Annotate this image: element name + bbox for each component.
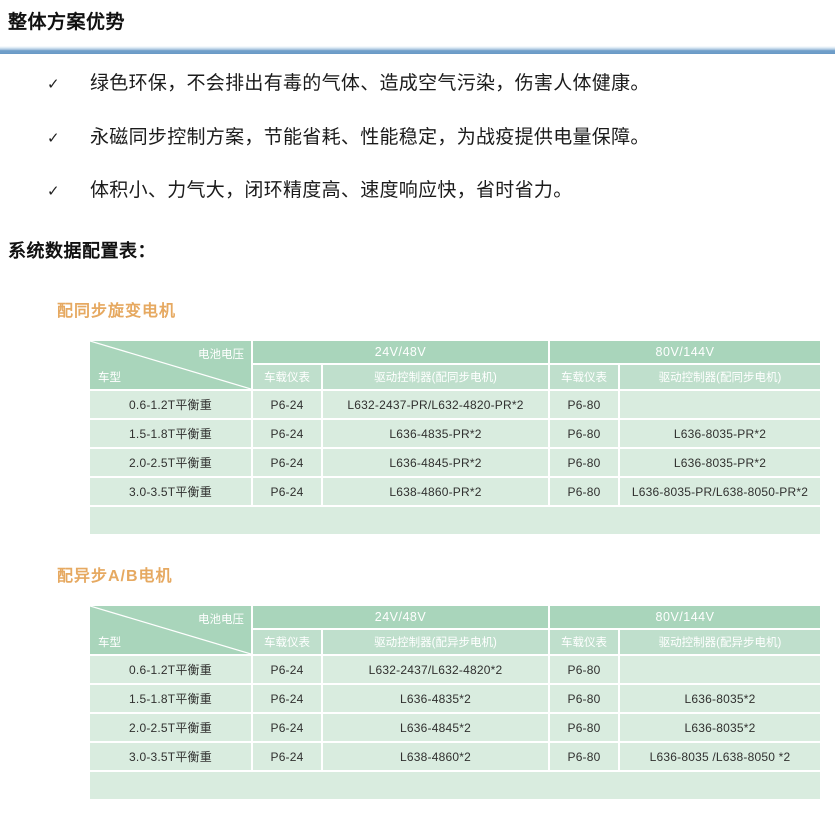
cell-meter-a: P6-24 — [253, 656, 323, 686]
cell-controller-b: L636-8035 /L638-8050 *2 — [620, 743, 821, 773]
corner-label-model: 车型 — [98, 637, 121, 650]
cell-model: 3.0-3.5T平衡重 — [90, 478, 253, 508]
advantage-text: 绿色环保，不会排出有毒的气体、造成空气污染，伤害人体健康。 — [90, 72, 650, 94]
sub-header-meter-a: 车载仪表 — [253, 630, 323, 657]
cell-model: 2.0-2.5T平衡重 — [90, 714, 253, 744]
sub-header-meter-a: 车载仪表 — [253, 365, 323, 392]
cell-controller-a: L636-4835-PR*2 — [323, 420, 550, 450]
table-header: 电池电压 车型 24V/48V 80V/144V 车载仪表 驱动控制器(配异步电… — [90, 606, 821, 657]
corner-header-cell: 电池电压 车型 — [90, 341, 253, 392]
advantages-list: ✓ 绿色环保，不会排出有毒的气体、造成空气污染，伤害人体健康。 ✓ 永磁同步控制… — [0, 54, 835, 203]
list-item: ✓ 体积小、力气大，闭环精度高、速度响应快，省时省力。 — [0, 179, 835, 203]
cell-meter-a: P6-24 — [253, 714, 323, 744]
cell-controller-b: L636-8035*2 — [620, 685, 821, 715]
cell-meter-a: P6-24 — [253, 685, 323, 715]
spacer — [0, 536, 835, 562]
cell-meter-b: P6-80 — [550, 685, 620, 715]
cell-meter-b: P6-80 — [550, 420, 620, 450]
corner-label-voltage: 电池电压 — [198, 614, 244, 627]
table-row: 3.0-3.5T平衡重 P6-24 L638-4860*2 P6-80 L636… — [90, 743, 821, 773]
spacer — [0, 263, 835, 297]
cell-controller-a: L632-2437-PR/L632-4820-PR*2 — [323, 391, 550, 421]
cell-model: 1.5-1.8T平衡重 — [90, 685, 253, 715]
table-bottom-band — [90, 772, 821, 802]
cell-controller-b: L636-8035-PR*2 — [620, 449, 821, 479]
corner-header-cell: 电池电压 车型 — [90, 606, 253, 657]
cell-controller-a: L636-4845-PR*2 — [323, 449, 550, 479]
cell-meter-b: P6-80 — [550, 714, 620, 744]
cell-controller-b — [620, 391, 821, 421]
cell-meter-b: P6-80 — [550, 391, 620, 421]
table-block-synchronous: 配同步旋变电机 电池电压 车型 24V/48 — [0, 297, 835, 537]
cell-model: 2.0-2.5T平衡重 — [90, 449, 253, 479]
sub-header-controller-a: 驱动控制器(配异步电机) — [323, 630, 550, 657]
check-icon: ✓ — [47, 183, 60, 201]
check-icon: ✓ — [47, 129, 60, 147]
sub-header-controller-b: 驱动控制器(配异步电机) — [620, 630, 821, 657]
advantage-text: 体积小、力气大，闭环精度高、速度响应快，省时省力。 — [90, 180, 573, 202]
table-row: 0.6-1.2T平衡重 P6-24 L632-2437/L632-4820*2 … — [90, 656, 821, 686]
list-item: ✓ 永磁同步控制方案，节能省耗、性能稳定，为战疫提供电量保障。 — [0, 126, 835, 150]
list-item: ✓ 绿色环保，不会排出有毒的气体、造成空气污染，伤害人体健康。 — [0, 72, 835, 96]
sub-header-controller-b: 驱动控制器(配同步电机) — [620, 365, 821, 392]
table-row-footer-pad — [90, 772, 821, 802]
section-title: 系统数据配置表： — [8, 241, 156, 262]
cell-model: 0.6-1.2T平衡重 — [90, 391, 253, 421]
table-header: 电池电压 车型 24V/48V 80V/144V 车载仪表 驱动控制器(配同步电… — [90, 341, 821, 392]
cell-controller-a: L636-4845*2 — [323, 714, 550, 744]
advantage-text: 永磁同步控制方案，节能省耗、性能稳定，为战疫提供电量保障。 — [90, 126, 650, 148]
sub-header-meter-b: 车载仪表 — [550, 630, 620, 657]
cell-controller-b: L636-8035-PR*2 — [620, 420, 821, 450]
sub-header-meter-b: 车载仪表 — [550, 365, 620, 392]
cell-model: 0.6-1.2T平衡重 — [90, 656, 253, 686]
cell-meter-a: P6-24 — [253, 420, 323, 450]
page-title: 整体方案优势 — [8, 12, 126, 33]
cell-meter-a: P6-24 — [253, 391, 323, 421]
corner-label-voltage: 电池电压 — [198, 349, 244, 362]
table-bottom-band — [90, 507, 821, 537]
cell-model: 1.5-1.8T平衡重 — [90, 420, 253, 450]
table-row: 2.0-2.5T平衡重 P6-24 L636-4845-PR*2 P6-80 L… — [90, 449, 821, 479]
table-block-asynchronous: 配异步A/B电机 电池电压 车型 24V/4 — [0, 562, 835, 802]
cell-controller-a: L632-2437/L632-4820*2 — [323, 656, 550, 686]
cell-controller-b: L636-8035*2 — [620, 714, 821, 744]
cell-meter-a: P6-24 — [253, 743, 323, 773]
cell-model: 3.0-3.5T平衡重 — [90, 743, 253, 773]
table-caption: 配同步旋变电机 — [57, 303, 177, 321]
group-header-80v144v: 80V/144V — [550, 606, 821, 631]
table-row: 2.0-2.5T平衡重 P6-24 L636-4845*2 P6-80 L636… — [90, 714, 821, 744]
table-row: 0.6-1.2T平衡重 P6-24 L632-2437-PR/L632-4820… — [90, 391, 821, 421]
cell-controller-a: L638-4860-PR*2 — [323, 478, 550, 508]
group-header-80v144v: 80V/144V — [550, 341, 821, 366]
table-body: 0.6-1.2T平衡重 P6-24 L632-2437-PR/L632-4820… — [90, 391, 821, 537]
table-row: 1.5-1.8T平衡重 P6-24 L636-4835*2 P6-80 L636… — [90, 685, 821, 715]
spec-table-synchronous: 电池电压 车型 24V/48V 80V/144V 车载仪表 驱动控制器(配同步电… — [90, 341, 821, 537]
cell-controller-a: L638-4860*2 — [323, 743, 550, 773]
cell-meter-b: P6-80 — [550, 449, 620, 479]
table-row-footer-pad — [90, 507, 821, 537]
cell-meter-b: P6-80 — [550, 656, 620, 686]
group-header-24v48v: 24V/48V — [253, 606, 550, 631]
spec-table-asynchronous: 电池电压 车型 24V/48V 80V/144V 车载仪表 驱动控制器(配异步电… — [90, 606, 821, 802]
corner-label-model: 车型 — [98, 372, 121, 385]
cell-controller-a: L636-4835*2 — [323, 685, 550, 715]
cell-controller-b — [620, 656, 821, 686]
sub-header-controller-a: 驱动控制器(配同步电机) — [323, 365, 550, 392]
cell-meter-b: P6-80 — [550, 478, 620, 508]
check-icon: ✓ — [47, 75, 60, 93]
group-header-24v48v: 24V/48V — [253, 341, 550, 366]
table-body: 0.6-1.2T平衡重 P6-24 L632-2437/L632-4820*2 … — [90, 656, 821, 802]
table-row: 1.5-1.8T平衡重 P6-24 L636-4835-PR*2 P6-80 L… — [90, 420, 821, 450]
table-caption: 配异步A/B电机 — [57, 568, 173, 586]
cell-meter-a: P6-24 — [253, 449, 323, 479]
table-row: 3.0-3.5T平衡重 P6-24 L638-4860-PR*2 P6-80 L… — [90, 478, 821, 508]
cell-controller-b: L636-8035-PR/L638-8050-PR*2 — [620, 478, 821, 508]
title-divider — [0, 45, 835, 54]
cell-meter-a: P6-24 — [253, 478, 323, 508]
cell-meter-b: P6-80 — [550, 743, 620, 773]
